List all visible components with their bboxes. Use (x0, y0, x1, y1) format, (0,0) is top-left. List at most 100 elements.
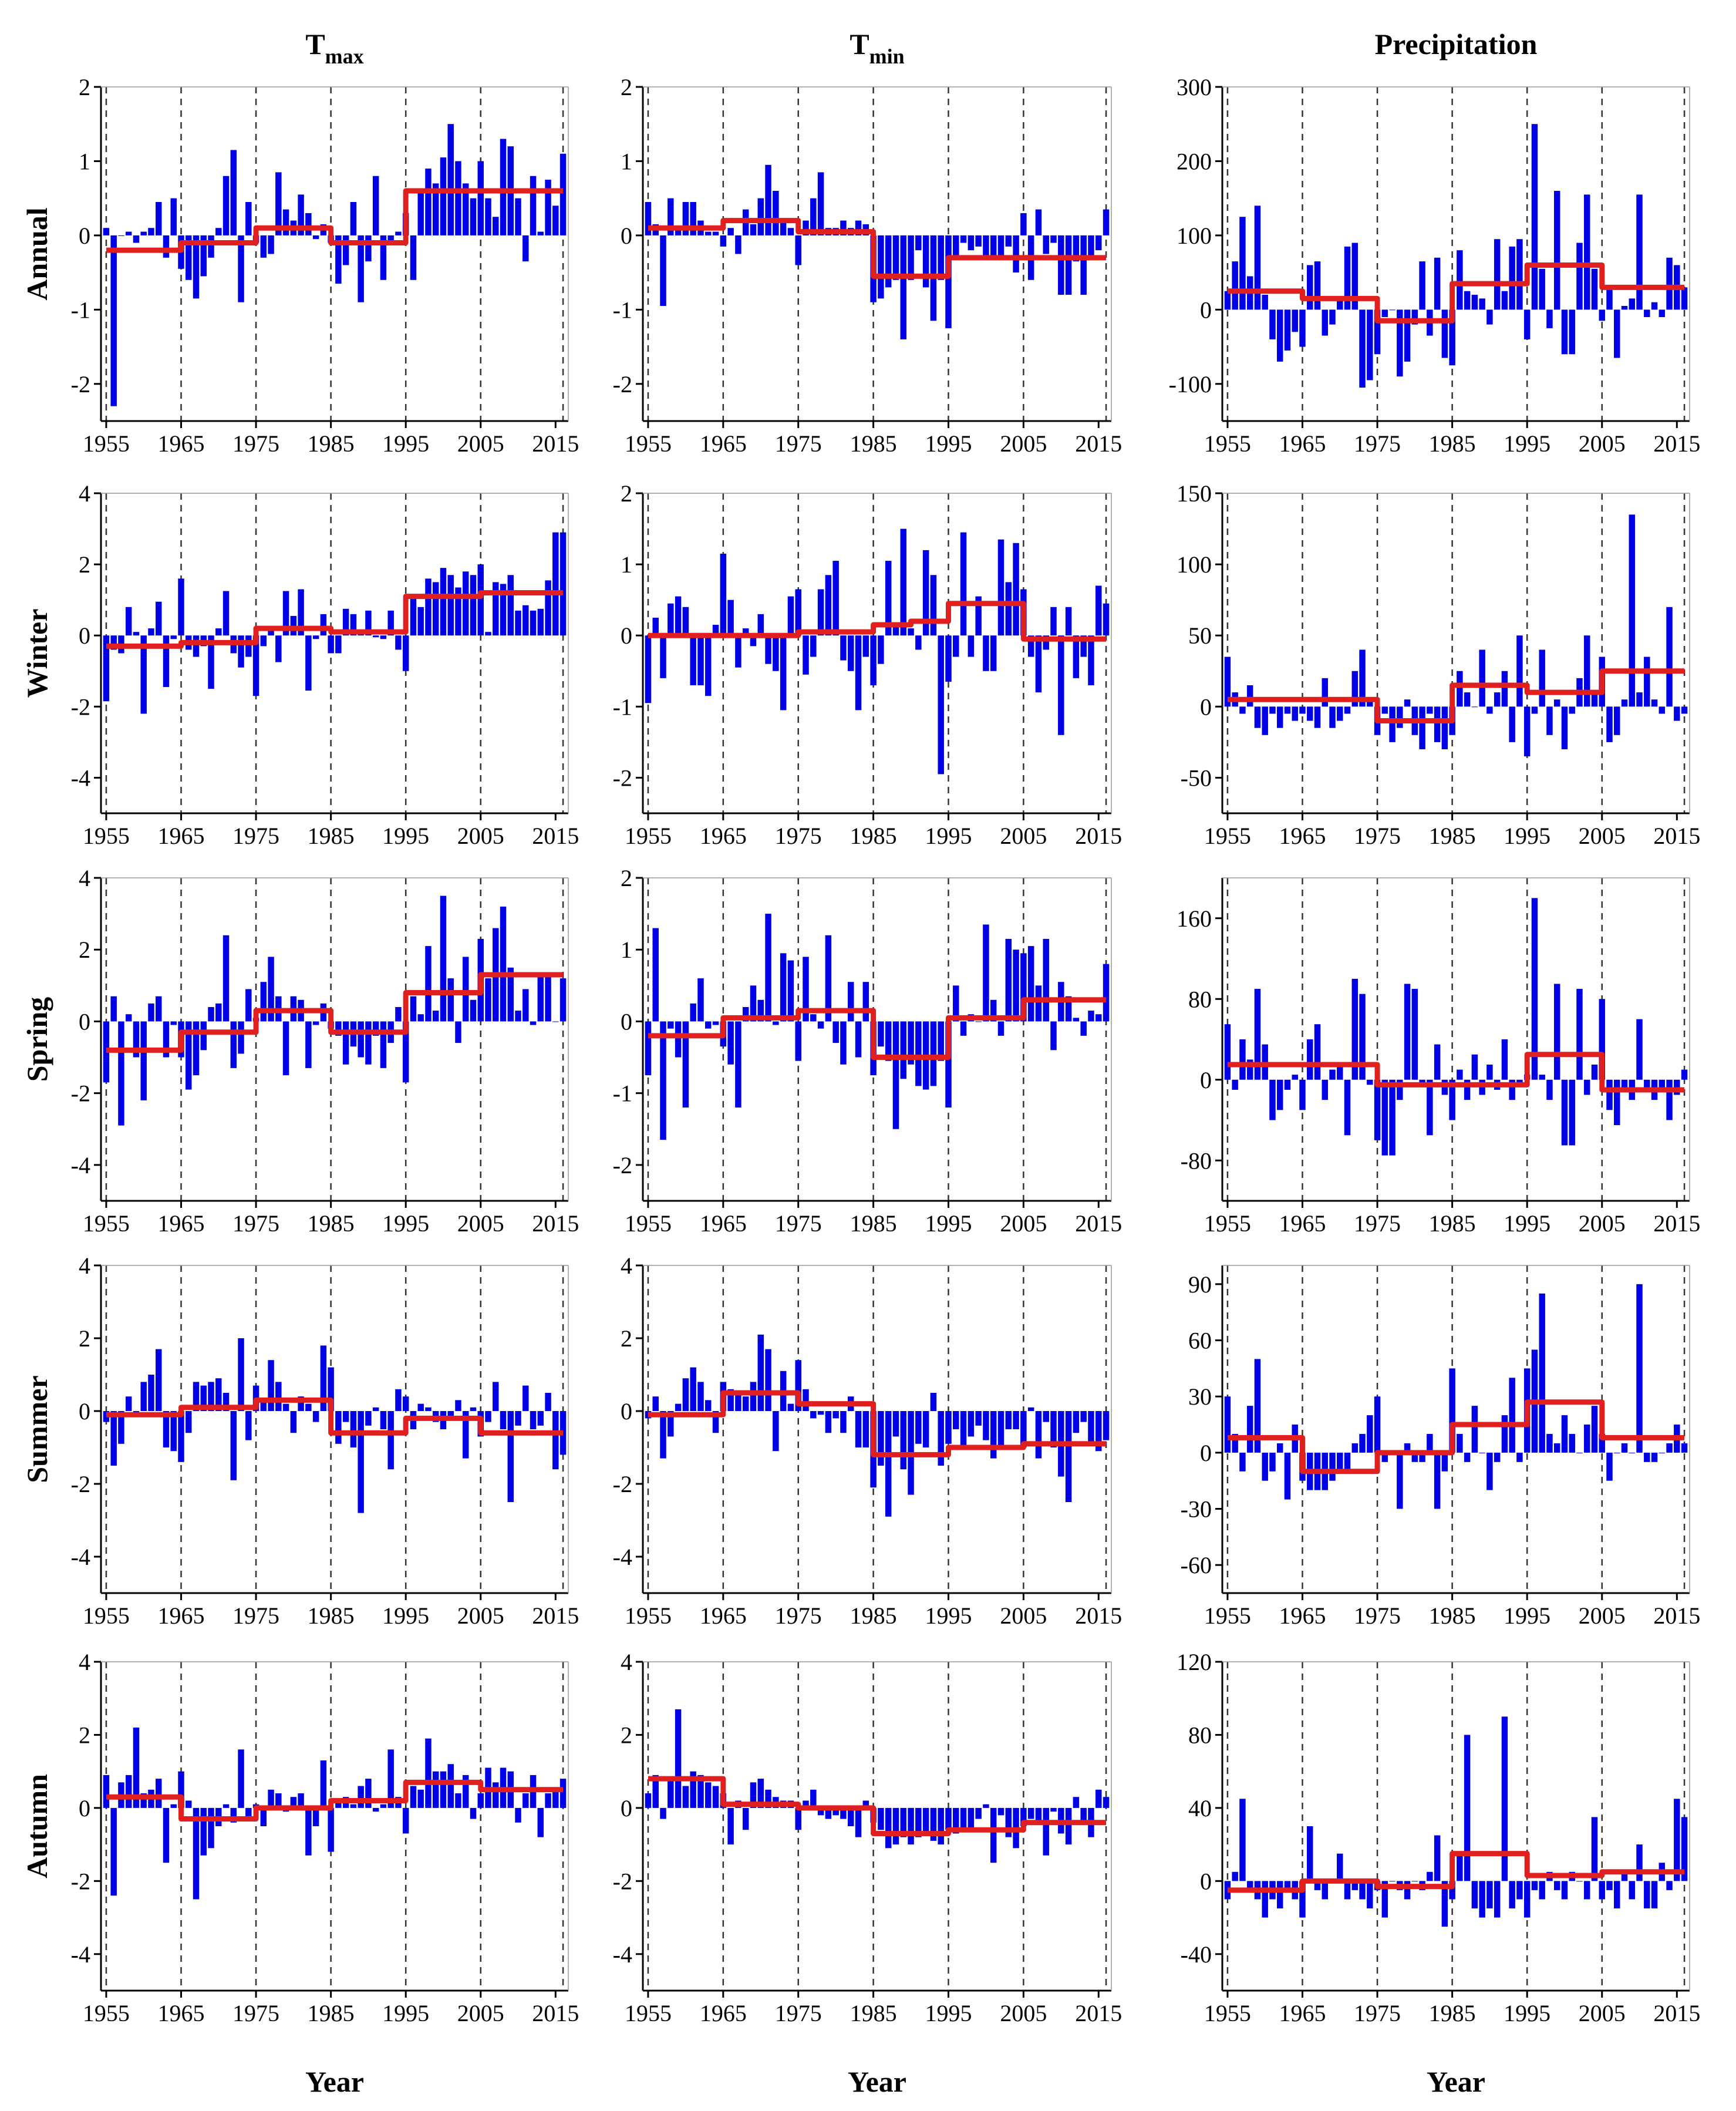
bar (900, 1021, 907, 1079)
bar (140, 1793, 147, 1808)
x-tick-label: 1985 (1429, 2000, 1476, 2026)
bar (1351, 978, 1359, 1080)
bar (1050, 235, 1057, 243)
x-tick-label: 1995 (925, 823, 972, 849)
x-tick-label: 1955 (83, 2000, 130, 2026)
y-tick-label: -30 (1181, 1496, 1212, 1523)
bar (230, 1411, 237, 1480)
bar (1681, 1817, 1688, 1881)
x-tick-label: 1965 (157, 1602, 204, 1629)
bar (148, 228, 154, 235)
bar (200, 1807, 207, 1856)
bar (1486, 1064, 1493, 1080)
y-tick-label: 300 (1177, 74, 1212, 100)
bar (245, 201, 252, 235)
bar (507, 1411, 514, 1502)
bar (1659, 309, 1666, 317)
x-tick-label: 1955 (1204, 823, 1251, 849)
bar (447, 575, 454, 636)
bar (1674, 1799, 1680, 1881)
bar (477, 1793, 484, 1808)
x-tick-label: 1985 (850, 823, 897, 849)
bar (1307, 1039, 1313, 1080)
bar (1591, 1064, 1598, 1080)
bar (1509, 1079, 1515, 1100)
bar (230, 1807, 237, 1823)
bar (1621, 1871, 1628, 1881)
bar (1636, 1284, 1643, 1453)
bar (440, 895, 447, 1022)
bar (320, 614, 327, 636)
bar (1292, 706, 1298, 721)
bar (252, 635, 259, 696)
bar (1299, 1079, 1306, 1110)
bar (900, 235, 907, 339)
bar (840, 1021, 847, 1065)
bar (477, 564, 484, 636)
bar (365, 1411, 372, 1426)
x-tick-label: 1995 (382, 2000, 429, 2026)
bar (1457, 250, 1463, 310)
bar (960, 1021, 967, 1036)
bar (660, 1411, 666, 1459)
bar (365, 235, 372, 262)
bar (817, 172, 824, 235)
bar (1546, 1079, 1553, 1100)
bar (1659, 1079, 1666, 1090)
step-trend-line (1227, 668, 1685, 724)
bar (515, 610, 521, 636)
bar (1599, 309, 1605, 321)
bar (825, 575, 832, 636)
bar (485, 1411, 491, 1422)
bar (1494, 1452, 1501, 1462)
bar (1262, 706, 1268, 735)
bar (1471, 1406, 1478, 1453)
column-title-sub: min (869, 45, 905, 68)
bar (1284, 706, 1291, 714)
bar (410, 996, 417, 1022)
bar (238, 1021, 244, 1054)
bar (773, 1021, 779, 1025)
step-trend-line (648, 1390, 1107, 1457)
bar (1367, 699, 1373, 707)
y-tick-label: 120 (1177, 1649, 1212, 1675)
x-tick-label: 1975 (232, 1602, 279, 1629)
bar (350, 1804, 357, 1808)
bar (1553, 1881, 1560, 1890)
bar (1509, 1378, 1515, 1453)
bar (765, 164, 771, 235)
x-tick-label: 1955 (83, 430, 130, 457)
bar (432, 582, 439, 636)
y-tick-label: 30 (1188, 1383, 1212, 1410)
bar (260, 1400, 267, 1411)
bar (440, 568, 447, 636)
bar (1539, 1881, 1545, 1900)
x-tick-label: 2015 (1075, 823, 1122, 849)
bar (817, 1807, 824, 1816)
bar (682, 201, 689, 235)
x-tick-label: 1975 (232, 823, 279, 849)
x-tick-label: 1955 (1204, 2000, 1251, 2026)
bar (997, 539, 1004, 636)
bar (523, 989, 529, 1022)
bar (298, 589, 304, 636)
bar (1080, 235, 1087, 295)
bar (1381, 1881, 1388, 1918)
bar (1397, 706, 1403, 728)
y-tick-label: -2 (613, 765, 632, 791)
bar (298, 194, 304, 235)
bar (1374, 1396, 1381, 1453)
bar (1043, 635, 1049, 650)
x-tick-label: 1985 (850, 2000, 897, 2026)
y-tick-label: -60 (1181, 1552, 1212, 1578)
bar (463, 1775, 469, 1808)
bar (960, 1411, 967, 1447)
bar (238, 1338, 244, 1411)
bar (1276, 706, 1283, 728)
bar (983, 1411, 989, 1440)
bar (432, 1771, 439, 1808)
bar (825, 1411, 832, 1433)
bar (1599, 999, 1605, 1080)
bar (1479, 298, 1485, 310)
bar (892, 625, 899, 636)
